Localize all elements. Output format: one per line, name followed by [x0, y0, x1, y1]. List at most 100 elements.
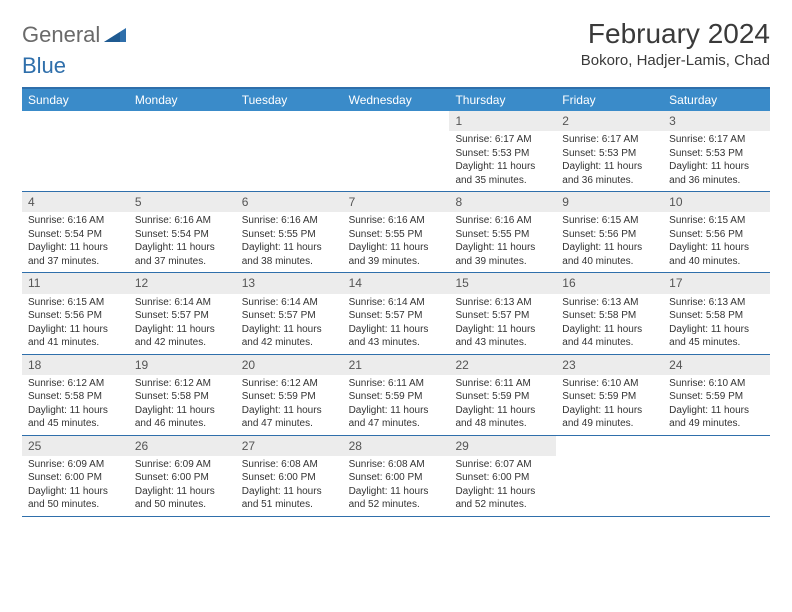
sunset-text: Sunset: 5:58 PM — [28, 390, 123, 404]
day-body: Sunrise: 6:13 AMSunset: 5:58 PMDaylight:… — [556, 294, 663, 354]
day-cell: 17Sunrise: 6:13 AMSunset: 5:58 PMDayligh… — [663, 273, 770, 353]
day-cell: 22Sunrise: 6:11 AMSunset: 5:59 PMDayligh… — [449, 355, 556, 435]
daylight-text: Daylight: 11 hours and 44 minutes. — [562, 323, 657, 350]
day-number: 2 — [556, 111, 663, 131]
day-cell: 18Sunrise: 6:12 AMSunset: 5:58 PMDayligh… — [22, 355, 129, 435]
day-number: 4 — [22, 192, 129, 212]
day-body: Sunrise: 6:08 AMSunset: 6:00 PMDaylight:… — [343, 456, 450, 516]
day-number: 10 — [663, 192, 770, 212]
day-number: 29 — [449, 436, 556, 456]
day-cell: 1Sunrise: 6:17 AMSunset: 5:53 PMDaylight… — [449, 111, 556, 191]
sunrise-text: Sunrise: 6:13 AM — [562, 296, 657, 310]
day-body: Sunrise: 6:13 AMSunset: 5:58 PMDaylight:… — [663, 294, 770, 354]
day-cell: 14Sunrise: 6:14 AMSunset: 5:57 PMDayligh… — [343, 273, 450, 353]
daylight-text: Daylight: 11 hours and 50 minutes. — [135, 485, 230, 512]
day-number: 9 — [556, 192, 663, 212]
sunrise-text: Sunrise: 6:16 AM — [28, 214, 123, 228]
day-number — [129, 111, 236, 115]
day-body: Sunrise: 6:17 AMSunset: 5:53 PMDaylight:… — [556, 131, 663, 191]
daylight-text: Daylight: 11 hours and 42 minutes. — [242, 323, 337, 350]
day-body: Sunrise: 6:16 AMSunset: 5:54 PMDaylight:… — [129, 212, 236, 272]
logo-triangle-icon — [104, 24, 126, 47]
day-number: 21 — [343, 355, 450, 375]
day-number: 14 — [343, 273, 450, 293]
day-cell: 3Sunrise: 6:17 AMSunset: 5:53 PMDaylight… — [663, 111, 770, 191]
day-number: 5 — [129, 192, 236, 212]
daylight-text: Daylight: 11 hours and 51 minutes. — [242, 485, 337, 512]
day-body: Sunrise: 6:11 AMSunset: 5:59 PMDaylight:… — [449, 375, 556, 435]
day-number: 26 — [129, 436, 236, 456]
day-body: Sunrise: 6:16 AMSunset: 5:55 PMDaylight:… — [343, 212, 450, 272]
day-cell: 13Sunrise: 6:14 AMSunset: 5:57 PMDayligh… — [236, 273, 343, 353]
daylight-text: Daylight: 11 hours and 38 minutes. — [242, 241, 337, 268]
sunrise-text: Sunrise: 6:13 AM — [669, 296, 764, 310]
daylight-text: Daylight: 11 hours and 35 minutes. — [455, 160, 550, 187]
weekday-header: Saturday — [663, 89, 770, 111]
sunset-text: Sunset: 6:00 PM — [349, 471, 444, 485]
day-number: 6 — [236, 192, 343, 212]
week-row: 11Sunrise: 6:15 AMSunset: 5:56 PMDayligh… — [22, 273, 770, 354]
daylight-text: Daylight: 11 hours and 47 minutes. — [242, 404, 337, 431]
day-number: 12 — [129, 273, 236, 293]
calendar-page: General February 2024 Bokoro, Hadjer-Lam… — [0, 0, 792, 535]
daylight-text: Daylight: 11 hours and 43 minutes. — [349, 323, 444, 350]
sunrise-text: Sunrise: 6:10 AM — [669, 377, 764, 391]
day-number: 16 — [556, 273, 663, 293]
day-cell — [343, 111, 450, 191]
day-number: 28 — [343, 436, 450, 456]
sunrise-text: Sunrise: 6:14 AM — [135, 296, 230, 310]
day-number: 23 — [556, 355, 663, 375]
weekday-header: Sunday — [22, 89, 129, 111]
day-number: 18 — [22, 355, 129, 375]
weekday-header-row: Sunday Monday Tuesday Wednesday Thursday… — [22, 89, 770, 111]
day-body: Sunrise: 6:10 AMSunset: 5:59 PMDaylight:… — [556, 375, 663, 435]
sunset-text: Sunset: 5:57 PM — [455, 309, 550, 323]
day-body: Sunrise: 6:16 AMSunset: 5:54 PMDaylight:… — [22, 212, 129, 272]
sunrise-text: Sunrise: 6:15 AM — [669, 214, 764, 228]
sunrise-text: Sunrise: 6:16 AM — [455, 214, 550, 228]
sunset-text: Sunset: 5:59 PM — [669, 390, 764, 404]
day-cell: 12Sunrise: 6:14 AMSunset: 5:57 PMDayligh… — [129, 273, 236, 353]
day-body: Sunrise: 6:11 AMSunset: 5:59 PMDaylight:… — [343, 375, 450, 435]
day-cell — [22, 111, 129, 191]
day-cell: 28Sunrise: 6:08 AMSunset: 6:00 PMDayligh… — [343, 436, 450, 516]
day-number: 24 — [663, 355, 770, 375]
daylight-text: Daylight: 11 hours and 37 minutes. — [28, 241, 123, 268]
day-body: Sunrise: 6:12 AMSunset: 5:58 PMDaylight:… — [22, 375, 129, 435]
day-cell: 15Sunrise: 6:13 AMSunset: 5:57 PMDayligh… — [449, 273, 556, 353]
sunrise-text: Sunrise: 6:17 AM — [562, 133, 657, 147]
sunrise-text: Sunrise: 6:08 AM — [349, 458, 444, 472]
day-cell: 2Sunrise: 6:17 AMSunset: 5:53 PMDaylight… — [556, 111, 663, 191]
day-number: 11 — [22, 273, 129, 293]
day-body: Sunrise: 6:13 AMSunset: 5:57 PMDaylight:… — [449, 294, 556, 354]
daylight-text: Daylight: 11 hours and 49 minutes. — [669, 404, 764, 431]
daylight-text: Daylight: 11 hours and 39 minutes. — [455, 241, 550, 268]
daylight-text: Daylight: 11 hours and 40 minutes. — [562, 241, 657, 268]
sunset-text: Sunset: 5:56 PM — [28, 309, 123, 323]
day-number: 19 — [129, 355, 236, 375]
day-number — [556, 436, 663, 440]
sunrise-text: Sunrise: 6:13 AM — [455, 296, 550, 310]
sunset-text: Sunset: 5:59 PM — [242, 390, 337, 404]
sunset-text: Sunset: 5:55 PM — [242, 228, 337, 242]
sunrise-text: Sunrise: 6:15 AM — [562, 214, 657, 228]
weekday-header: Thursday — [449, 89, 556, 111]
day-body: Sunrise: 6:14 AMSunset: 5:57 PMDaylight:… — [129, 294, 236, 354]
sunset-text: Sunset: 5:58 PM — [562, 309, 657, 323]
sunrise-text: Sunrise: 6:15 AM — [28, 296, 123, 310]
day-number: 25 — [22, 436, 129, 456]
weeks-container: 1Sunrise: 6:17 AMSunset: 5:53 PMDaylight… — [22, 111, 770, 517]
daylight-text: Daylight: 11 hours and 48 minutes. — [455, 404, 550, 431]
sunset-text: Sunset: 5:56 PM — [669, 228, 764, 242]
sunset-text: Sunset: 5:53 PM — [669, 147, 764, 161]
day-body: Sunrise: 6:07 AMSunset: 6:00 PMDaylight:… — [449, 456, 556, 516]
sunset-text: Sunset: 5:56 PM — [562, 228, 657, 242]
logo-text-general: General — [22, 22, 100, 48]
day-number: 20 — [236, 355, 343, 375]
day-cell: 21Sunrise: 6:11 AMSunset: 5:59 PMDayligh… — [343, 355, 450, 435]
day-cell: 11 Sunrise: 6:15 AMSunset: 5:56 PMDayligh… — [22, 273, 129, 353]
day-number: 13 — [236, 273, 343, 293]
daylight-text: Daylight: 11 hours and 36 minutes. — [669, 160, 764, 187]
daylight-text: Daylight: 11 hours and 41 minutes. — [28, 323, 123, 350]
daylight-text: Daylight: 11 hours and 45 minutes. — [669, 323, 764, 350]
